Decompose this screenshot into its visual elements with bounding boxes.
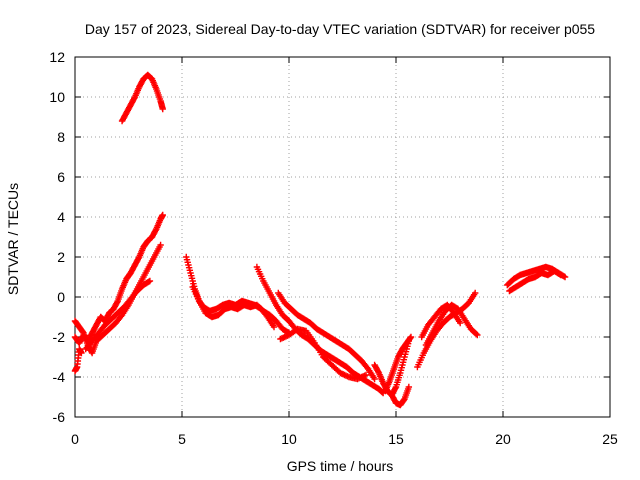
series-track-4 — [82, 277, 154, 353]
series-track-9 — [275, 289, 378, 383]
data-point — [474, 331, 481, 339]
y-tick-label: 12 — [49, 49, 65, 65]
data-point — [374, 368, 382, 375]
y-tick-label: 2 — [57, 249, 65, 265]
series-track-16 — [418, 301, 464, 341]
series-track-12 — [382, 333, 415, 395]
x-axis-label: GPS time / hours — [287, 458, 394, 474]
data-point — [405, 383, 413, 391]
data-point — [78, 349, 85, 357]
x-tick-label: 20 — [495, 431, 511, 447]
data-point — [152, 227, 159, 234]
data-point — [113, 299, 121, 306]
data-point — [135, 255, 142, 262]
data-point — [146, 277, 154, 285]
y-tick-label: -4 — [53, 369, 66, 385]
x-tick-label: 5 — [178, 431, 186, 447]
series-track-15 — [422, 301, 481, 349]
data-point — [159, 211, 166, 219]
plot-frame — [74, 56, 611, 418]
data-point — [561, 273, 569, 281]
y-tick-label: -6 — [53, 409, 66, 425]
data-point — [79, 328, 87, 336]
series-track-1 — [71, 211, 166, 347]
y-tick-label: 6 — [57, 169, 65, 185]
y-tick-label: -2 — [53, 329, 66, 345]
data-point — [270, 323, 278, 331]
y-tick-label: 8 — [57, 129, 65, 145]
y-tick-label: 10 — [49, 89, 65, 105]
y-tick-label: 4 — [57, 209, 65, 225]
x-tick-label: 0 — [71, 431, 79, 447]
data-point — [407, 333, 415, 341]
data-point — [400, 396, 408, 404]
data-point — [157, 241, 164, 249]
y-axis-label: SDTVAR / TECUs — [5, 183, 21, 295]
series-track-10 — [277, 325, 370, 383]
data-point — [473, 330, 480, 338]
x-tick-label: 10 — [281, 431, 297, 447]
grid — [75, 57, 610, 417]
data-point — [457, 319, 464, 327]
x-tick-label: 15 — [388, 431, 404, 447]
data-point — [392, 385, 399, 392]
data-point — [471, 289, 479, 297]
data-point — [131, 95, 138, 102]
series-track-7 — [189, 283, 293, 337]
series-track-18 — [506, 267, 564, 295]
data-point — [159, 105, 166, 113]
data-points — [71, 71, 569, 409]
y-tick-label: 0 — [57, 289, 65, 305]
series-track-5 — [118, 71, 166, 125]
series-track-13 — [388, 383, 413, 409]
axis-ticks: 0 5 10 15 20 25 -6 -4 -2 0 2 4 6 8 10 12 — [49, 49, 618, 447]
series-track-3 — [71, 345, 85, 375]
x-tick-label: 25 — [602, 431, 618, 447]
data-point — [407, 334, 414, 342]
data-point — [362, 371, 370, 379]
data-point — [371, 375, 378, 383]
data-point — [557, 271, 564, 279]
chart-title: Day 157 of 2023, Sidereal Day-to-day VTE… — [85, 21, 595, 37]
